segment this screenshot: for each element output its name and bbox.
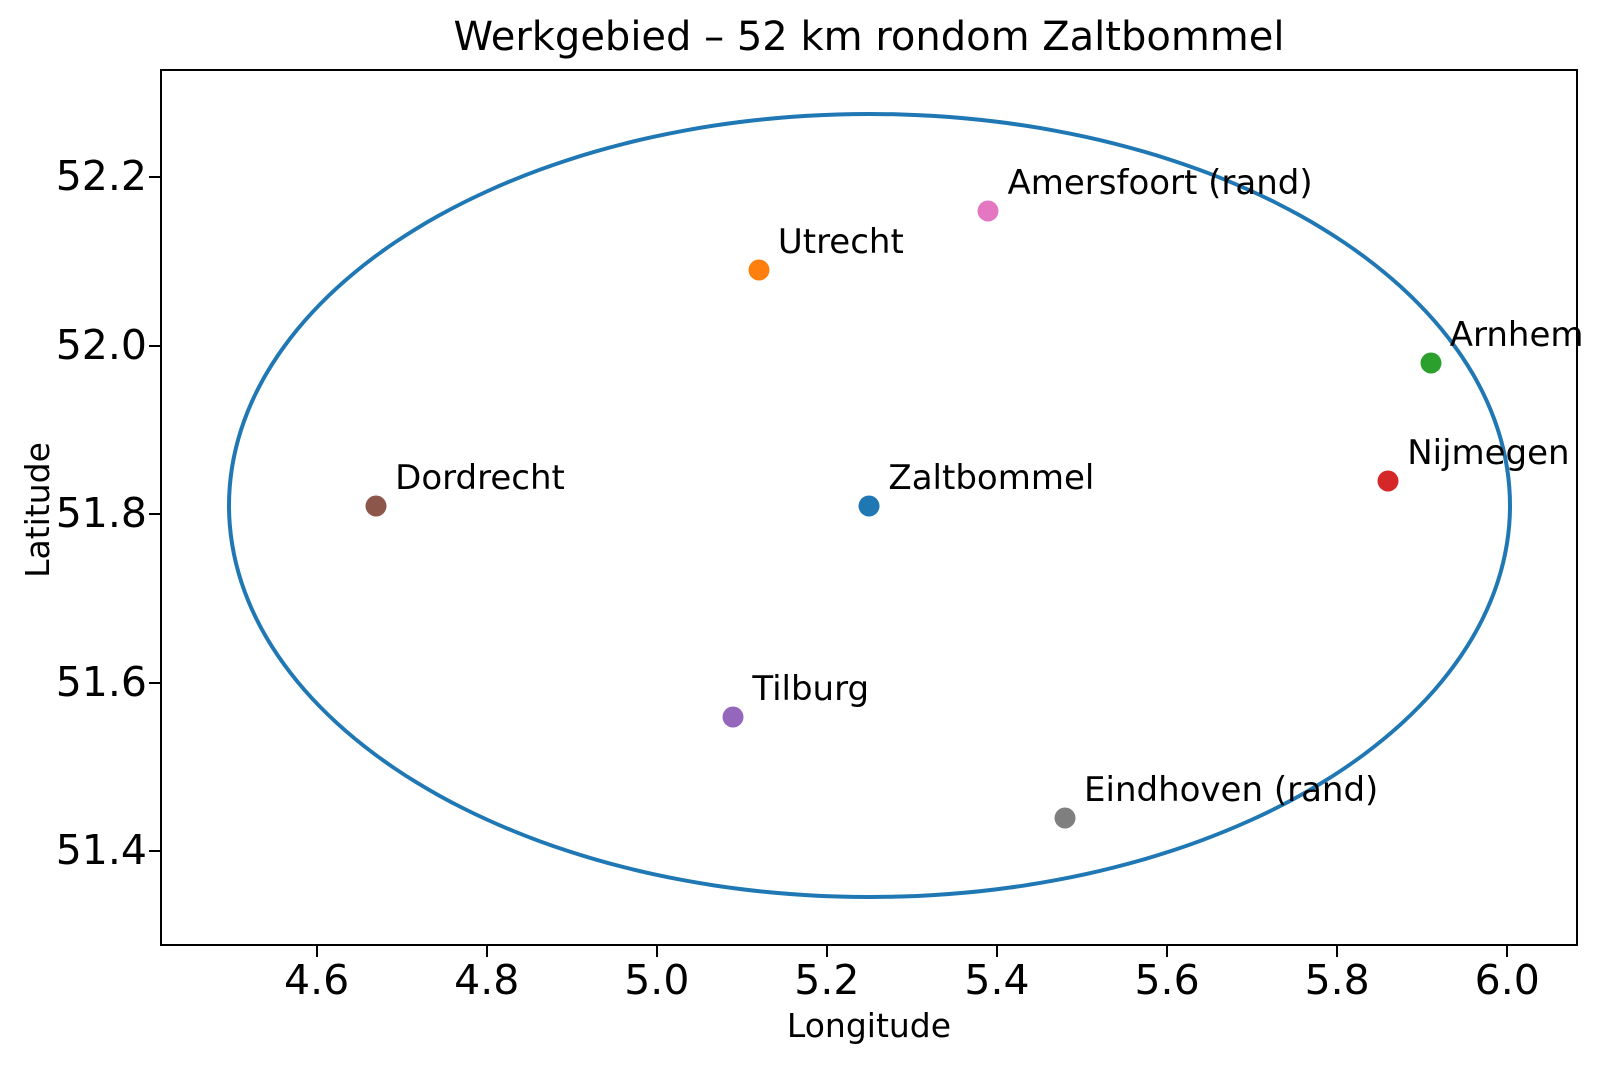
data-point-eindhoven-rand [1054,807,1076,829]
y-tick-label: 52.0 [55,320,147,369]
x-tick [1166,946,1169,957]
chart-title: Werkgebied – 52 km rondom Zaltbommel [453,14,1285,60]
x-tick-label: 5.6 [1134,956,1200,1004]
y-tick [149,344,160,347]
data-point-utrecht [748,259,770,281]
x-tick-label: 5.0 [624,956,690,1004]
y-tick [149,176,160,179]
x-tick-label: 5.2 [794,956,860,1004]
x-tick [655,946,658,957]
y-tick-label: 51.8 [55,489,147,538]
x-tick [485,946,488,957]
y-tick [149,513,160,516]
x-tick-label: 4.6 [284,956,350,1004]
data-point-dordrecht [365,495,387,517]
y-axis-label: Latitude [17,442,57,578]
x-axis-label: Longitude [786,1006,952,1045]
y-tick [149,850,160,853]
point-label: Eindhoven (rand) [1084,769,1379,810]
point-label: Nijmegen [1407,432,1570,473]
x-tick-label: 5.8 [1304,956,1370,1004]
point-label: Dordrecht [395,457,565,498]
plot-area-border [160,69,1578,946]
point-label: Arnhem [1449,314,1584,355]
point-label: Zaltbommel [888,457,1095,498]
data-point-arnhem [1420,352,1442,373]
data-point-tilburg [722,706,744,728]
x-tick [1336,946,1339,957]
point-label: Amersfoort (rand) [1007,162,1313,203]
x-tick-label: 4.8 [454,956,520,1004]
data-point-amersfoort-rand [977,200,999,222]
work-area-radius-circle [227,112,1512,900]
x-tick-label: 5.4 [964,956,1030,1004]
x-tick [315,946,318,957]
point-label: Tilburg [752,668,870,709]
x-tick-label: 6.0 [1474,956,1540,1004]
y-tick-label: 52.2 [55,152,147,201]
x-tick [995,946,998,957]
point-label: Utrecht [777,221,904,262]
y-tick [149,681,160,684]
y-tick-label: 51.4 [55,826,147,875]
y-tick-label: 51.6 [55,658,147,707]
data-point-zaltbommel [858,495,880,517]
x-tick [1506,946,1509,957]
x-tick [825,946,828,957]
data-point-nijmegen [1377,470,1399,492]
